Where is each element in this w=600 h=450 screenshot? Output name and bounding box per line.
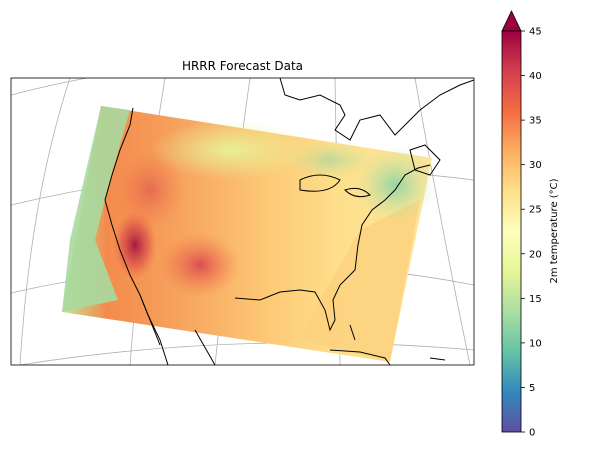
colorbar-gradient: [501, 30, 522, 433]
colorbar-ticks: 0 5 10 15 20 25 30 35 40 45: [521, 27, 542, 439]
map-border: [10, 77, 475, 366]
colorbar-tick-label: 10: [529, 338, 542, 349]
colorbar-tick-label: 30: [529, 160, 542, 171]
colorbar-tick-label: 5: [529, 383, 535, 394]
colorbar-extend-arrow: [501, 10, 522, 32]
colorbar-tick-label: 15: [529, 294, 542, 305]
colorbar-tick-label: 20: [529, 249, 542, 260]
coastlines: [104, 78, 474, 365]
map-title: HRRR Forecast Data: [181, 59, 304, 73]
colorbar-tick-label: 45: [529, 27, 542, 38]
colorbar-tick-label: 40: [529, 71, 542, 82]
colorbar-tick-label: 0: [529, 428, 535, 439]
colorbar-label: 2m temperature (°C): [549, 178, 560, 283]
temperature-field: [62, 106, 435, 362]
colorbar-tick-label: 35: [529, 116, 542, 127]
colorbar-tick-label: 25: [529, 205, 542, 216]
